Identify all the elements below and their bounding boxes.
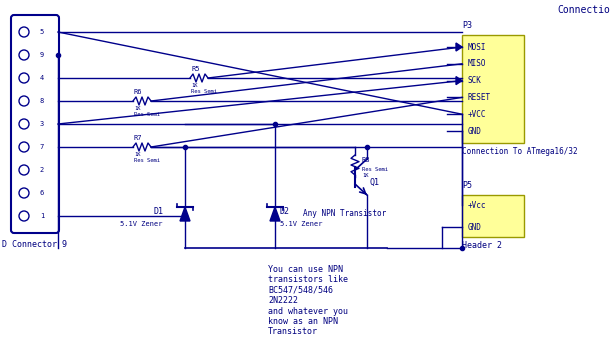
Text: GND: GND (468, 126, 482, 136)
Text: You can use NPN
transistors like
BC547/548/546
2N2222
and whatever you
know as a: You can use NPN transistors like BC547/5… (268, 265, 348, 336)
Text: MOSI: MOSI (468, 43, 486, 51)
Text: Res Semi
1K: Res Semi 1K (362, 167, 388, 178)
Text: Q1: Q1 (369, 177, 379, 187)
Text: Connectio: Connectio (557, 5, 610, 15)
Text: 8: 8 (40, 98, 44, 104)
Text: D Connector 9: D Connector 9 (2, 240, 68, 249)
Polygon shape (180, 207, 190, 221)
FancyBboxPatch shape (11, 15, 59, 233)
Text: R5: R5 (191, 66, 200, 72)
Polygon shape (456, 77, 462, 84)
FancyBboxPatch shape (462, 35, 524, 143)
Text: RESET: RESET (468, 93, 491, 102)
Text: Connection To ATmega16/32: Connection To ATmega16/32 (462, 147, 578, 156)
Text: 1K
Res Semi: 1K Res Semi (134, 152, 160, 163)
Text: MISO: MISO (468, 59, 486, 68)
Text: 5.1V Zener: 5.1V Zener (280, 221, 322, 227)
Text: 7: 7 (40, 144, 44, 150)
Text: D2: D2 (280, 207, 290, 216)
Text: 1: 1 (40, 213, 44, 219)
Text: 3: 3 (40, 121, 44, 127)
Text: Header 2: Header 2 (462, 241, 502, 250)
Polygon shape (270, 207, 280, 221)
FancyBboxPatch shape (462, 195, 524, 237)
Text: P5: P5 (462, 181, 472, 190)
Text: GND: GND (468, 222, 482, 232)
Text: R8: R8 (362, 157, 370, 163)
Text: R6: R6 (134, 89, 142, 95)
Text: Any NPN Transistor: Any NPN Transistor (303, 209, 387, 218)
Text: 2: 2 (40, 167, 44, 173)
Text: SCK: SCK (468, 76, 482, 85)
Text: 5: 5 (40, 29, 44, 35)
Text: D1: D1 (153, 207, 163, 216)
Polygon shape (456, 43, 462, 51)
Text: 9: 9 (40, 52, 44, 58)
Text: +Vcc: +Vcc (468, 200, 486, 210)
Text: +VCC: +VCC (468, 110, 486, 119)
Text: 1K
Res Semi: 1K Res Semi (134, 106, 160, 117)
Text: 5.1V Zener: 5.1V Zener (120, 221, 163, 227)
Text: P3: P3 (462, 21, 472, 30)
Text: R7: R7 (134, 135, 142, 141)
Text: 1K
Res Semi: 1K Res Semi (191, 83, 217, 94)
Text: 4: 4 (40, 75, 44, 81)
Text: 6: 6 (40, 190, 44, 196)
